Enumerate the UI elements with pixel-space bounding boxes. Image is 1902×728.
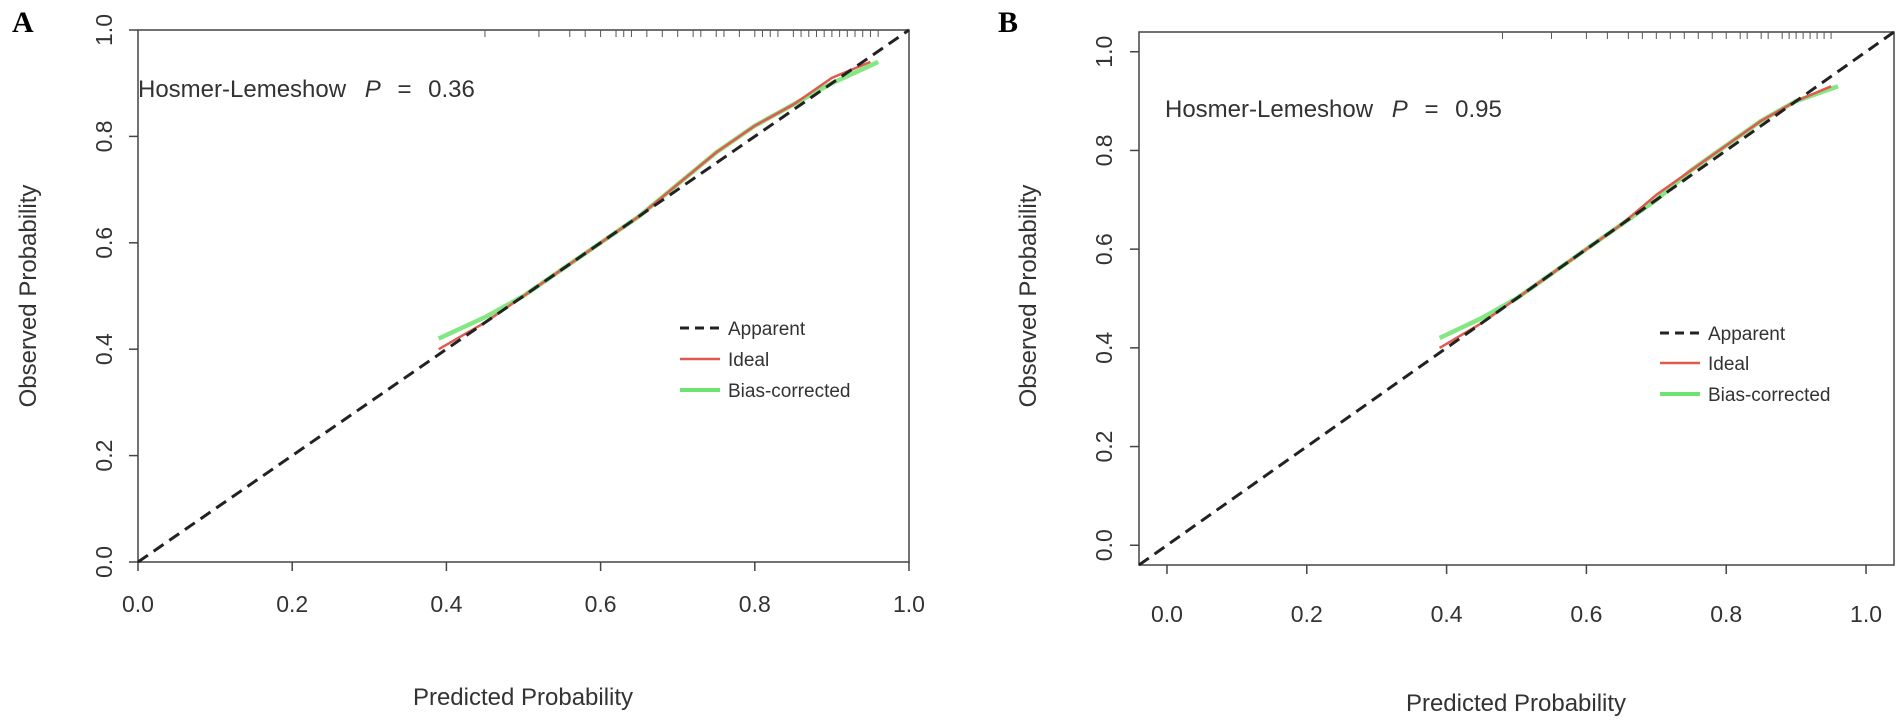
hl-value-b: 0.95 bbox=[1455, 96, 1502, 123]
y-tick-label-b-2: 0.4 bbox=[1091, 332, 1117, 364]
x-tick-label-a-2: 0.4 bbox=[430, 591, 462, 617]
hl-p-symbol-b: P bbox=[1392, 96, 1408, 123]
x-tick-label-b-1: 0.2 bbox=[1291, 601, 1323, 627]
legend-b: Apparent Ideal Bias-corrected bbox=[1660, 324, 1831, 406]
hl-equals-b: = bbox=[1424, 96, 1438, 123]
panel-label-b: B bbox=[998, 6, 1018, 39]
y-tick-label-a-4: 0.8 bbox=[91, 120, 117, 152]
y-tick-label-a-3: 0.6 bbox=[91, 227, 117, 259]
hl-prefix-b: Hosmer-Lemeshow bbox=[1165, 96, 1374, 123]
hosmer-lemeshow-annotation-a: Hosmer-Lemeshow P = 0.36 bbox=[138, 76, 475, 103]
x-tick-label-a-4: 0.8 bbox=[739, 591, 771, 617]
legend-label-bias-corrected-a: Bias-corrected bbox=[728, 381, 851, 402]
x-tick-label-a-3: 0.6 bbox=[585, 591, 617, 617]
legend-label-ideal-b: Ideal bbox=[1708, 354, 1749, 375]
y-tick-label-b-4: 0.8 bbox=[1091, 134, 1117, 166]
hl-value-a: 0.36 bbox=[428, 76, 475, 103]
legend-label-apparent-b: Apparent bbox=[1708, 324, 1786, 345]
series-line-ideal-b bbox=[1438, 85, 1832, 349]
y-tick-label-b-1: 0.2 bbox=[1091, 431, 1117, 463]
series-line-apparent-a bbox=[137, 28, 910, 564]
x-tick-label-b-4: 0.8 bbox=[1710, 601, 1742, 627]
legend-label-apparent-a: Apparent bbox=[728, 319, 806, 340]
plot-frame-a bbox=[137, 29, 910, 563]
calibration-panel-b: B 0.0 0.2 0.4 0.6 0.8 1.0 0.0 0.2 0.4 0.6 0.8 1.0 H… bbox=[998, 6, 1895, 717]
x-axis-title-a: Predicted Probability bbox=[413, 684, 633, 711]
x-tick-label-b-3: 0.6 bbox=[1570, 601, 1602, 627]
legend-label-ideal-a: Ideal bbox=[728, 350, 769, 371]
y-tick-label-a-0: 0.0 bbox=[91, 546, 117, 578]
plot-marks-a: 0.0 0.2 0.4 0.6 0.8 1.0 0.0 0.2 0.4 0.6 0.8 1.0 bbox=[91, 14, 925, 617]
y-tick-label-a-5: 1.0 bbox=[91, 14, 117, 46]
legend-a: Apparent Ideal Bias-corrected bbox=[680, 319, 851, 402]
y-tick-label-b-5: 1.0 bbox=[1091, 36, 1117, 68]
panel-label-a: A bbox=[12, 6, 34, 39]
y-tick-label-a-1: 0.2 bbox=[91, 440, 117, 472]
x-tick-label-a-5: 1.0 bbox=[893, 591, 925, 617]
hl-prefix-a: Hosmer-Lemeshow bbox=[138, 76, 347, 103]
x-axis-title-b: Predicted Probability bbox=[1406, 690, 1626, 717]
x-tick-label-b-2: 0.4 bbox=[1431, 601, 1463, 627]
plot-marks-b: 0.0 0.2 0.4 0.6 0.8 1.0 0.0 0.2 0.4 0.6 0.8 1.0 bbox=[1091, 30, 1895, 627]
y-tick-label-b-0: 0.0 bbox=[1091, 529, 1117, 561]
series-line-apparent-b bbox=[1138, 30, 1895, 567]
y-axis-title-a: Observed Probability bbox=[15, 185, 42, 408]
y-tick-label-b-3: 0.6 bbox=[1091, 233, 1117, 265]
calibration-panel-a: A 0.0 0.2 0.4 0.6 0.8 1.0 0.0 0.2 0.4 0.6 0.8 1.0 H… bbox=[12, 6, 925, 711]
hosmer-lemeshow-annotation-b: Hosmer-Lemeshow P = 0.95 bbox=[1165, 96, 1502, 123]
x-tick-label-b-5: 1.0 bbox=[1850, 601, 1882, 627]
hl-p-symbol-a: P bbox=[365, 76, 381, 103]
legend-label-bias-corrected-b: Bias-corrected bbox=[1708, 385, 1831, 406]
y-tick-label-a-2: 0.4 bbox=[91, 333, 117, 365]
plot-frame-b bbox=[1138, 31, 1895, 566]
x-tick-label-b-0: 0.0 bbox=[1151, 601, 1183, 627]
x-tick-label-a-0: 0.0 bbox=[122, 591, 154, 617]
hl-equals-a: = bbox=[397, 76, 411, 103]
y-axis-title-b: Observed Probability bbox=[1015, 185, 1042, 408]
x-tick-label-a-1: 0.2 bbox=[276, 591, 308, 617]
